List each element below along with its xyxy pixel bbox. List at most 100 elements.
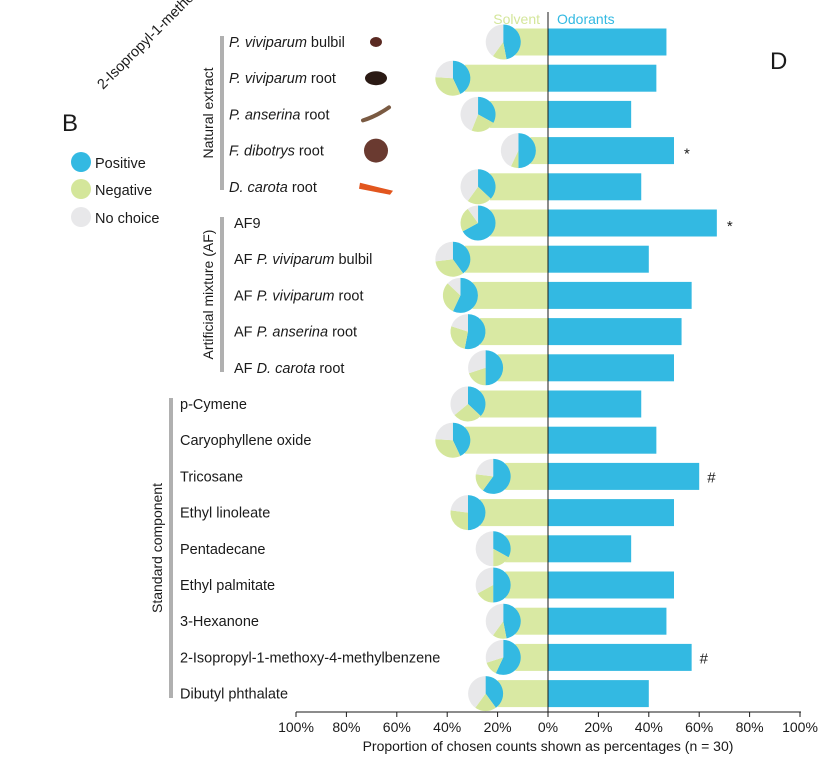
pie-slice-no-choice: [435, 241, 453, 262]
pie-slice-positive: [518, 133, 536, 169]
pie-slice-no-choice: [435, 422, 453, 441]
odorant-bar: [548, 354, 674, 382]
pie-slice-negative: [486, 657, 504, 674]
choice-pie: [468, 676, 504, 712]
odorant-bar: [548, 28, 667, 56]
pie-slice-positive: [485, 350, 504, 386]
pie-slice-no-choice: [485, 603, 504, 636]
pie-slice-negative: [442, 283, 461, 312]
choice-pie: [468, 350, 504, 386]
legend-swatch-positive: [71, 152, 91, 172]
row-label: p-Cymene: [180, 397, 247, 413]
x-tick-label: 80%: [736, 719, 764, 735]
pie-slice-negative: [477, 585, 494, 603]
significance-marker: #: [707, 469, 716, 486]
pie-slice-negative: [467, 186, 491, 205]
row-label: AF9: [234, 216, 261, 232]
pie-slice-negative: [435, 77, 461, 96]
legend: Positive Negative No choice: [71, 152, 159, 227]
pie-slice-negative: [435, 439, 461, 458]
choice-pie: [450, 495, 486, 531]
group-label: Standard component: [149, 483, 165, 613]
row-label-prefix: AF: [234, 252, 257, 268]
odorant-bar: [548, 426, 657, 454]
choice-pie: [475, 531, 511, 567]
pie-slice-positive: [493, 531, 511, 558]
odorant-bar: [548, 643, 692, 671]
pie-slice-no-choice: [468, 676, 486, 708]
solvent-bar: [490, 209, 548, 237]
row-label-part: root: [288, 180, 317, 196]
x-tick-label: 0%: [538, 719, 558, 735]
row-label: P. viviparum root: [229, 71, 336, 87]
row-label: AF P. viviparum bulbil: [234, 252, 372, 268]
solvent-bar: [490, 100, 548, 128]
row-label: Tricosane: [180, 469, 243, 485]
legend-swatch-negative: [71, 179, 91, 199]
pie-slice-no-choice: [450, 495, 468, 513]
pie-slice-no-choice: [475, 458, 494, 477]
pie-slice-no-choice: [450, 386, 468, 416]
row-label: Ethyl palmitate: [180, 578, 275, 594]
row-label: AF D. carota root: [234, 361, 344, 377]
solvent-bar: [464, 426, 548, 454]
pie-slice-no-choice: [475, 567, 494, 594]
pie-slice-negative: [492, 621, 507, 639]
choice-pie: [460, 96, 496, 132]
row-label-species: P. anserina: [257, 325, 328, 341]
pie-slice-no-choice: [485, 24, 504, 57]
panel-label-b: B: [62, 110, 78, 137]
row-label: D. carota root: [229, 180, 317, 196]
row-label: Dibutyl phthalate: [180, 687, 288, 703]
odorant-bar: [548, 137, 674, 165]
odorant-bar: [548, 535, 632, 563]
pie-slice-negative: [492, 42, 507, 60]
pie-slice-positive: [467, 386, 486, 416]
specimen-root1-icon: [365, 71, 387, 86]
significance-marker: #: [700, 650, 709, 667]
pie-slice-positive: [452, 60, 471, 95]
solvent-bar: [490, 173, 548, 201]
cutoff-rotated-label: 2-Isopropyl-1-metho: [95, 0, 198, 93]
odorant-bar: [548, 680, 649, 708]
specimen-carrot-icon: [359, 182, 393, 195]
odorant-bar: [548, 499, 674, 527]
x-tick-label: 80%: [332, 719, 360, 735]
odorant-bar: [548, 390, 642, 418]
row-label-species: F. dibotrys: [229, 144, 295, 160]
pie-slice-no-choice: [435, 60, 453, 79]
choice-pie: [485, 639, 521, 675]
row-label-species: P. viviparum: [257, 252, 335, 268]
row-label: Ethyl linoleate: [180, 506, 270, 522]
pie-slice-negative: [435, 259, 464, 277]
odorant-bar: [548, 571, 674, 599]
row-label: 3-Hexanone: [180, 614, 259, 630]
pie-slice-positive: [462, 205, 496, 241]
x-tick-label: 20%: [584, 719, 612, 735]
solvent-bar: [464, 245, 548, 273]
row-label-species: P. viviparum: [229, 35, 307, 51]
pie-slice-positive: [485, 676, 504, 708]
odorant-bar: [548, 318, 682, 346]
odorant-bar: [548, 209, 717, 237]
odorant-bar: [548, 462, 700, 490]
x-tick-label: 100%: [782, 719, 818, 735]
pie-slice-positive: [452, 241, 471, 274]
choice-pie: [460, 169, 496, 205]
pie-slice-positive: [503, 603, 521, 639]
header-solvent: Solvent: [493, 11, 540, 27]
solvent-bar: [464, 64, 548, 92]
pie-slice-negative: [450, 326, 468, 349]
specimen-root2-icon: [361, 105, 391, 123]
pie-slice-positive: [478, 169, 496, 199]
row-label-part: bulbil: [334, 252, 372, 268]
choice-pie: [485, 24, 521, 60]
odorant-bar: [548, 100, 632, 128]
pie-slice-positive: [452, 422, 471, 457]
row-label-species: D. carota: [229, 180, 288, 196]
pie-slice-no-choice: [447, 277, 461, 296]
row-label: P. viviparum bulbil: [229, 35, 345, 51]
solvent-bar: [479, 318, 548, 346]
row-label-species: P. anserina: [229, 107, 300, 123]
row-label-part: root: [307, 71, 336, 87]
